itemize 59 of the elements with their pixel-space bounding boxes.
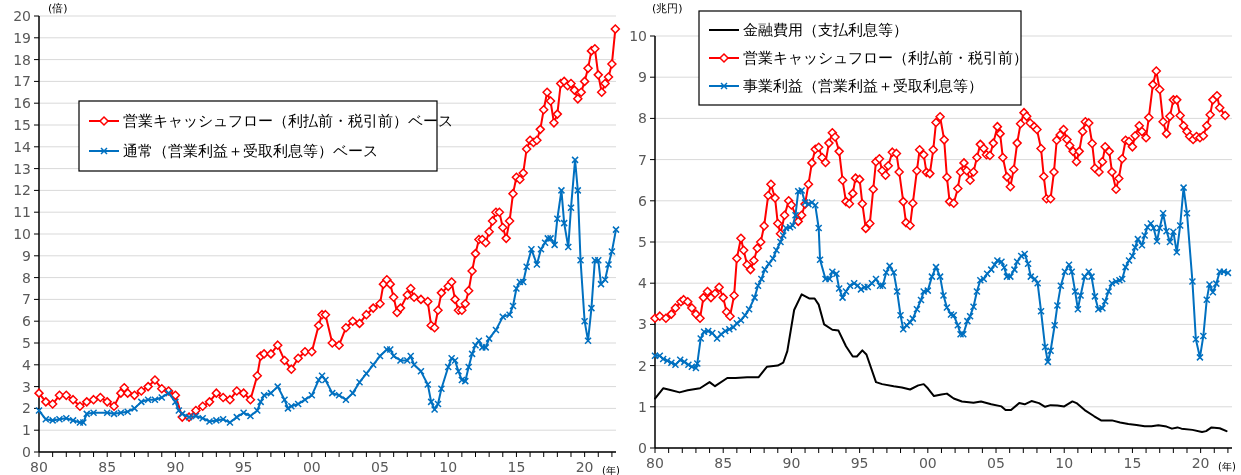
y-tick-label: 0 [22,443,31,460]
y-tick-label: 1 [638,398,647,415]
x-tick-label: 20 [575,459,594,475]
x-tick-label: 80 [30,459,48,475]
x-tick-label: 00 [302,459,321,475]
y-tick-label: 10 [629,27,647,44]
y-tick-label: 2 [638,357,647,374]
x-axis-title: (年) [1218,461,1236,472]
y-tick-label: 14 [13,138,32,155]
y-tick-label: 6 [638,192,648,209]
x-axis-title: (年) [602,465,620,475]
legend-label: 金融費用（支払利息等） [743,21,908,40]
y-tick-label: 4 [638,275,648,292]
y-tick-label: 8 [638,110,647,127]
y-tick-label: 9 [638,69,647,86]
y-tick-label: 13 [13,160,31,177]
y-tick-label: 15 [13,116,31,133]
y-axis-title: (倍) [48,2,68,15]
y-tick-label: 5 [638,233,647,250]
x-tick-label: 80 [646,455,664,471]
y-tick-label: 2 [22,400,31,417]
y-tick-label: 19 [13,29,31,46]
y-tick-label: 18 [13,51,31,68]
y-tick-label: 4 [22,356,32,373]
y-tick-label: 20 [13,7,31,24]
y-tick-label: 16 [13,95,32,112]
x-tick-label: 15 [1123,455,1142,471]
y-tick-label: 3 [22,378,31,395]
y-tick-label: 3 [638,316,647,333]
x-tick-label: 05 [371,459,389,475]
y-tick-label: 6 [22,313,32,330]
y-tick-label: 8 [22,269,31,286]
y-tick-label: 9 [22,247,31,264]
y-tick-label: 17 [13,73,31,90]
y-tick-label: 12 [13,182,31,199]
legend-label: 事業利益（営業利益＋受取利息等） [743,77,983,96]
x-tick-label: 95 [234,459,253,475]
y-tick-label: 7 [638,151,647,168]
legend-label: 営業キャッシュフロー（利払前・税引前）ベース [123,112,453,131]
y-tick-label: 0 [638,439,647,456]
x-tick-label: 20 [1191,455,1210,471]
y-tick-label: 11 [13,204,31,221]
x-tick-label: 05 [987,455,1005,471]
y-tick-label: 5 [22,334,31,351]
x-tick-label: 15 [507,459,526,475]
y-tick-label: 7 [22,291,31,308]
x-tick-label: 90 [166,459,185,475]
legend-label: 営業キャッシュフロー（利払前・税引前） [743,49,1028,68]
y-tick-label: 10 [13,225,31,242]
x-tick-label: 10 [1055,455,1074,471]
x-tick-label: 85 [714,455,733,471]
x-tick-label: 90 [782,455,801,471]
y-tick-label: 1 [22,422,31,439]
y-axis-title: (兆円) [652,2,683,15]
x-tick-label: 00 [918,455,937,471]
legend-label: 通常（営業利益＋受取利息等）ベース [123,142,378,161]
x-tick-label: 10 [439,459,458,475]
x-tick-label: 95 [850,455,869,471]
x-tick-label: 85 [98,459,117,475]
